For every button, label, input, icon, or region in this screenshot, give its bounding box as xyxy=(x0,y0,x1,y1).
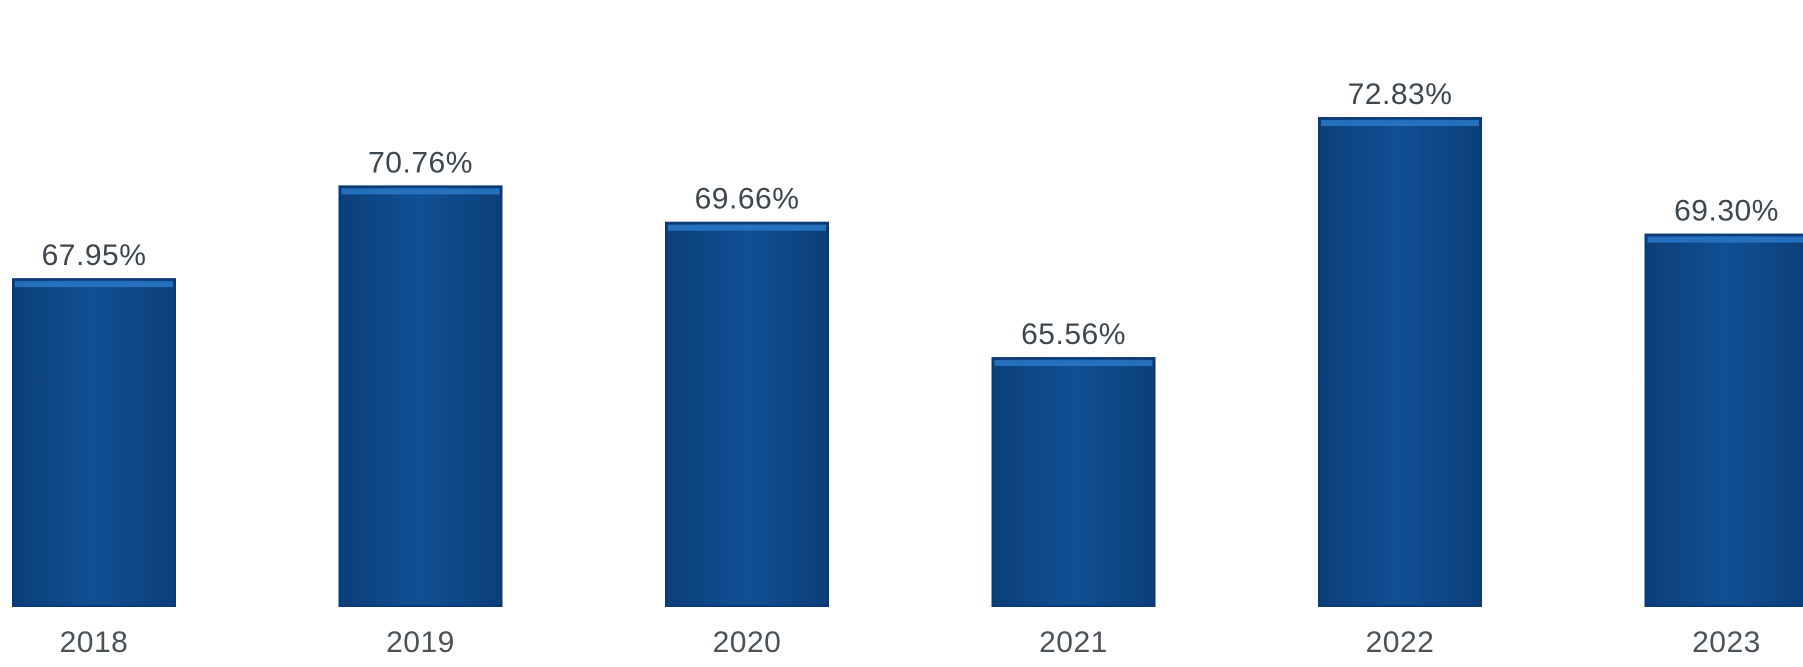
x-tick-label-2022: 2022 xyxy=(1366,626,1435,659)
x-tick-label-2023: 2023 xyxy=(1692,626,1761,659)
bar-2021 xyxy=(991,357,1156,608)
data-label-2018: 67.95% xyxy=(42,239,147,272)
x-tick-label-2019: 2019 xyxy=(386,626,455,659)
data-label-2020: 69.66% xyxy=(695,183,800,216)
bar-2020 xyxy=(665,221,829,607)
data-labels-group: 67.95% 70.76% 69.66% 65.56% 72.83% 69.30% xyxy=(42,78,1779,351)
x-tick-label-2020: 2020 xyxy=(713,626,782,659)
data-label-2019: 70.76% xyxy=(368,146,473,179)
bar-2018 xyxy=(12,278,176,607)
data-label-2023: 69.30% xyxy=(1674,195,1779,228)
data-label-2022: 72.83% xyxy=(1348,78,1453,111)
bar-2023 xyxy=(1644,233,1803,607)
x-axis-tick-labels: 2018 2019 2020 2021 2022 2023 xyxy=(60,626,1761,659)
bars-group xyxy=(12,117,1803,608)
x-tick-label-2018: 2018 xyxy=(60,626,129,659)
bar-2019 xyxy=(338,185,503,607)
bar-top-highlight-2018 xyxy=(15,281,173,288)
bar-top-highlight-2020 xyxy=(668,224,826,231)
bar-2022 xyxy=(1318,117,1482,608)
bar-top-highlight-2023 xyxy=(1647,236,1803,243)
x-tick-label-2021: 2021 xyxy=(1039,626,1108,659)
data-label-2021: 65.56% xyxy=(1021,318,1126,351)
bar-top-highlight-2019 xyxy=(341,188,500,195)
bar-top-highlight-2021 xyxy=(994,360,1153,367)
bar-top-highlight-2022 xyxy=(1321,120,1479,127)
